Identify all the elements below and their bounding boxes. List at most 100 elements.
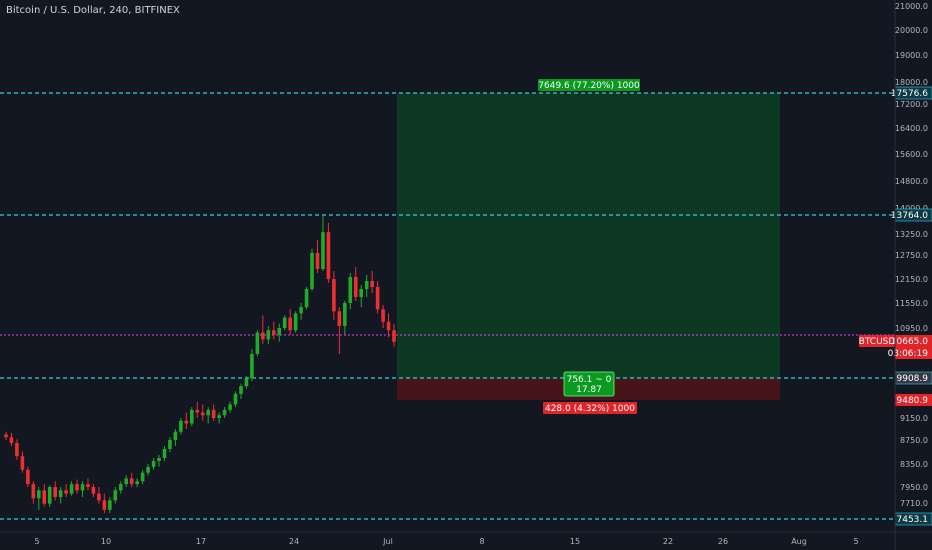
candle-body bbox=[359, 289, 364, 297]
candle-body bbox=[255, 332, 260, 354]
candle-body bbox=[386, 321, 391, 331]
candle-body bbox=[326, 232, 331, 279]
y-tick-label: 7950.0 bbox=[900, 483, 928, 492]
candle-body bbox=[364, 281, 369, 289]
candle-body bbox=[31, 484, 36, 499]
candle-body bbox=[315, 252, 320, 269]
y-tick-label: 12150.0 bbox=[895, 275, 928, 284]
mid-label-box bbox=[563, 371, 615, 397]
y-tick-label: 14000.0 bbox=[895, 204, 928, 213]
candle-body bbox=[15, 443, 19, 457]
loss-label: 428.0 (4.32%) 1000 bbox=[545, 404, 635, 414]
x-tick-label: 8 bbox=[479, 537, 484, 546]
candle-body bbox=[42, 490, 47, 504]
candle-body bbox=[277, 328, 282, 335]
candle-body bbox=[75, 484, 79, 491]
candle-body bbox=[321, 232, 325, 269]
candle-body bbox=[310, 252, 314, 289]
candle-body bbox=[26, 469, 30, 485]
stop-label-box bbox=[895, 394, 932, 406]
candle-body bbox=[124, 478, 129, 485]
y-tick-label: 11550.0 bbox=[895, 299, 928, 308]
candle-body bbox=[288, 317, 292, 331]
y-tick-label: 10950.0 bbox=[895, 324, 928, 333]
candle-body bbox=[370, 281, 374, 287]
candle-body bbox=[173, 431, 178, 440]
candle-body bbox=[233, 393, 238, 405]
candle-body bbox=[337, 311, 342, 326]
y-tick-label: 15600.0 bbox=[895, 150, 928, 159]
ticker-label: BTCUSD bbox=[859, 337, 896, 347]
profit-label-box bbox=[538, 79, 640, 91]
ticker-label-box bbox=[859, 335, 895, 347]
candle-body bbox=[200, 412, 205, 416]
y-tick-label: 20000.0 bbox=[895, 26, 928, 35]
y-tick-label: 19000.0 bbox=[895, 51, 928, 60]
candle-body bbox=[353, 277, 358, 297]
candle-body bbox=[162, 449, 167, 458]
candle-body bbox=[157, 458, 161, 461]
candle-body bbox=[53, 487, 57, 497]
candle-body bbox=[206, 409, 210, 416]
candle-body bbox=[228, 404, 232, 410]
candle-body bbox=[80, 484, 85, 491]
profit-label: 7649.6 (77.20%) 1000 bbox=[538, 81, 640, 91]
candle-body bbox=[97, 493, 101, 501]
candle-body bbox=[348, 277, 353, 303]
candle-body bbox=[184, 420, 189, 424]
level-label: 17576.6 bbox=[891, 89, 928, 99]
y-tick-label: 7710.0 bbox=[900, 499, 928, 508]
mid-label-line2: 17.87 bbox=[576, 385, 602, 395]
candle-body bbox=[151, 461, 156, 467]
chart-title: Bitcoin / U.S. Dollar, 240, BITFINEX bbox=[6, 5, 180, 16]
x-tick-label: 17 bbox=[196, 537, 206, 546]
y-tick-label: 8750.0 bbox=[900, 436, 928, 445]
candle-body bbox=[91, 487, 96, 494]
candle-body bbox=[102, 500, 107, 510]
countdown-label: 03:06:19 bbox=[888, 349, 929, 359]
candle-body bbox=[179, 420, 183, 432]
candle-body bbox=[195, 409, 200, 413]
x-tick-label: Jul bbox=[382, 537, 393, 546]
y-tick-label: 12750.0 bbox=[895, 251, 928, 260]
y-tick-label: 17200.0 bbox=[895, 100, 928, 109]
y-tick-label: 16400.0 bbox=[895, 124, 928, 133]
candle-body bbox=[375, 287, 380, 310]
candle-body bbox=[36, 490, 41, 499]
x-tick-label: 24 bbox=[289, 537, 299, 546]
y-tick-label: 8350.0 bbox=[900, 460, 928, 469]
candle-body bbox=[381, 309, 385, 322]
candle-body bbox=[304, 289, 309, 308]
candle-body bbox=[332, 279, 336, 312]
current-price-box bbox=[895, 335, 932, 359]
candle-body bbox=[135, 481, 139, 485]
y-tick-label: 14800.0 bbox=[895, 177, 928, 186]
level-label: 13764.0 bbox=[891, 211, 928, 221]
candle-body bbox=[343, 303, 347, 326]
candle-body bbox=[168, 440, 172, 449]
candle-body bbox=[69, 484, 74, 494]
candle-body bbox=[20, 456, 25, 470]
candle-body bbox=[64, 490, 68, 494]
current-price-label: 10665.0 bbox=[891, 337, 928, 347]
y-tick-label: 18000.0 bbox=[895, 78, 928, 87]
stop-label: 9480.9 bbox=[897, 396, 929, 406]
candle-body bbox=[299, 307, 303, 314]
candle-body bbox=[146, 466, 150, 473]
candle-body bbox=[266, 330, 271, 340]
candle-body bbox=[47, 487, 52, 504]
x-tick-label: 5 bbox=[34, 537, 39, 546]
x-tick-label: 10 bbox=[101, 537, 111, 546]
x-tick-label: 26 bbox=[718, 537, 728, 546]
candle-body bbox=[108, 500, 112, 510]
candle-body bbox=[9, 437, 14, 443]
profit-zone bbox=[397, 93, 780, 378]
candle-body bbox=[118, 484, 123, 491]
x-tick-label: 22 bbox=[663, 537, 673, 546]
candle-body bbox=[190, 409, 194, 424]
candle-body bbox=[244, 378, 249, 387]
x-tick-label: 15 bbox=[570, 537, 580, 546]
candle-body bbox=[211, 409, 216, 418]
candle-body bbox=[250, 353, 254, 379]
